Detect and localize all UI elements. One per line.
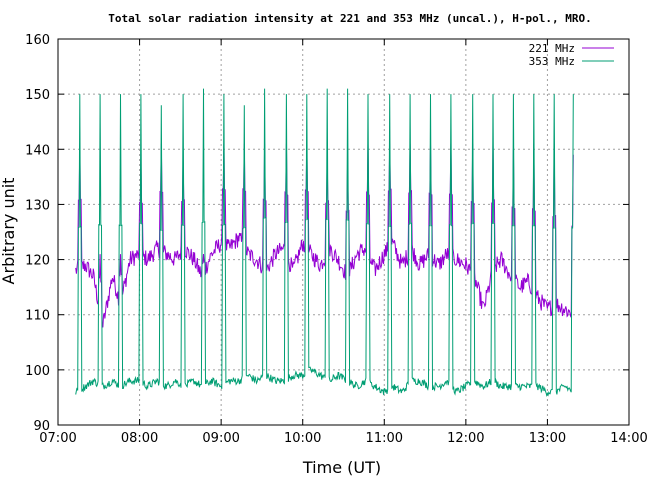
y-axis-label: Arbitrary unit — [0, 178, 18, 285]
series-line-353mhz — [75, 88, 574, 397]
x-tick-label: 09:00 — [202, 431, 239, 446]
y-tick-label: 160 — [25, 33, 50, 48]
x-tick-label: 07:00 — [39, 431, 76, 446]
grid-lines — [58, 39, 629, 425]
axis-ticks: 90 100 110 120 130 140 150 160 07:00 08:00 09:00 10… — [25, 33, 648, 446]
x-axis-label: Time (UT) — [302, 458, 381, 477]
series-line-221mhz — [75, 143, 574, 328]
x-tick-label: 11:00 — [366, 431, 403, 446]
y-tick-label: 90 — [33, 419, 50, 434]
chart-title: Total solar radiation intensity at 221 a… — [108, 12, 591, 25]
y-tick-label: 140 — [25, 143, 50, 158]
y-tick-label: 110 — [25, 309, 50, 324]
legend-label: 221 MHz — [529, 42, 575, 55]
y-tick-label: 120 — [25, 254, 50, 269]
x-tick-label: 13:00 — [529, 431, 566, 446]
x-tick-label: 10:00 — [284, 431, 321, 446]
plot-frame — [57, 38, 630, 426]
legend-label: 353 MHz — [529, 55, 575, 68]
series-layer — [75, 88, 574, 397]
x-tick-label: 14:00 — [610, 431, 647, 446]
y-tick-label: 130 — [25, 198, 50, 213]
y-tick-label: 100 — [25, 364, 50, 379]
x-tick-label: 12:00 — [447, 431, 484, 446]
x-tick-label: 08:00 — [121, 431, 158, 446]
y-tick-label: 150 — [25, 88, 50, 103]
